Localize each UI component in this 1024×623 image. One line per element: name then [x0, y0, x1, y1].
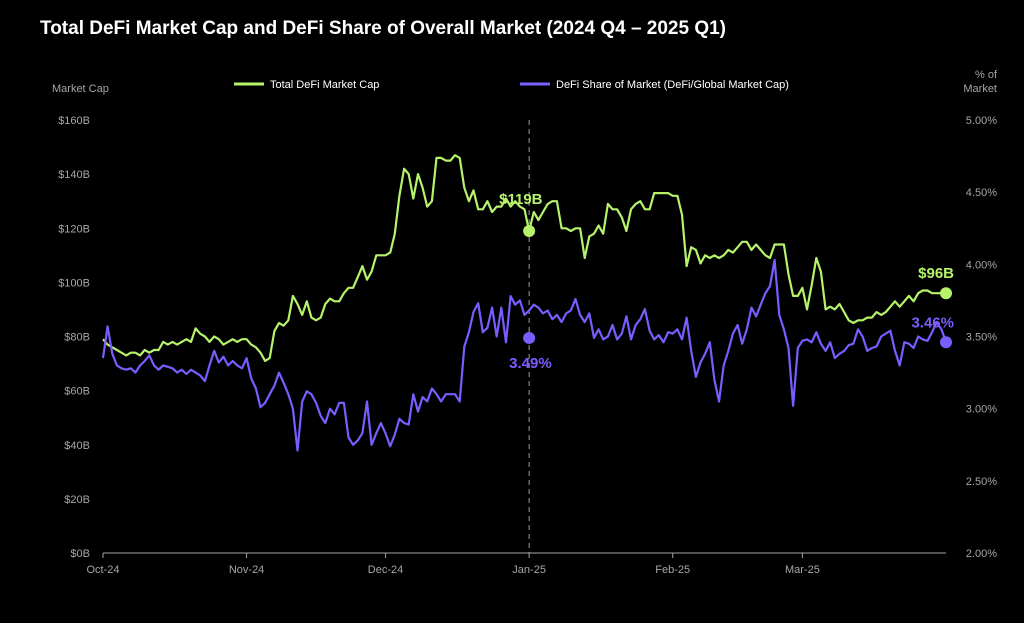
annotation-marker — [940, 287, 952, 300]
y-right-tick-label: 2.50% — [966, 476, 997, 488]
y-right-tick-label: 4.50% — [966, 187, 997, 199]
y-left-tick-label: $100B — [58, 277, 90, 289]
x-tick-label: Dec-24 — [368, 564, 403, 576]
y-left-axis: $0B $20B $40B $60B $80B $100B $120B $140B $160B — [58, 115, 90, 560]
x-tick-label: Nov-24 — [229, 564, 264, 576]
y-right-axis-title-line1: % of — [975, 69, 998, 81]
x-tick-label: Feb-25 — [655, 564, 690, 576]
y-left-tick-label: $160B — [58, 115, 90, 127]
annotation-label: 3.49% — [509, 355, 552, 372]
annotations-group: $119B 3.49% $96B 3.46% — [499, 191, 954, 372]
y-right-tick-label: 5.00% — [966, 115, 997, 127]
series-line-defi-share — [101, 258, 948, 452]
annotation-label: $119B — [499, 191, 543, 208]
y-left-tick-label: $60B — [64, 386, 90, 398]
x-tick-label: Oct-24 — [86, 564, 119, 576]
y-left-tick-label: $120B — [58, 223, 90, 235]
y-right-axis-title-line2: Market — [963, 83, 997, 95]
series-line-market-cap — [102, 154, 946, 362]
x-tick-label: Mar-25 — [785, 564, 820, 576]
y-left-tick-label: $0B — [70, 548, 90, 560]
legend-label-market-cap: Total DeFi Market Cap — [270, 79, 379, 91]
y-left-tick-label: $40B — [64, 440, 90, 452]
annotation-marker — [523, 224, 536, 237]
annotation-label: 3.46% — [911, 314, 954, 331]
chart-title: Total DeFi Market Cap and DeFi Share of … — [40, 18, 726, 39]
x-tick-label: Jan-25 — [512, 564, 546, 576]
y-left-axis-title: Market Cap — [52, 83, 109, 95]
series-group — [101, 154, 948, 452]
legend: Total DeFi Market Cap DeFi Share of Mark… — [234, 79, 789, 91]
y-left-tick-label: $80B — [64, 332, 90, 344]
y-right-axis: 2.00% 2.50% 3.00% 3.50% 4.00% 4.50% 5.00% — [966, 115, 997, 560]
y-right-tick-label: 4.00% — [966, 259, 997, 271]
y-right-tick-label: 3.00% — [966, 404, 997, 416]
annotation-label: $96B — [918, 265, 954, 282]
y-right-tick-label: 3.50% — [966, 332, 997, 344]
annotation-marker — [940, 336, 952, 349]
y-left-tick-label: $20B — [64, 494, 90, 506]
x-axis: Oct-24 Nov-24 Dec-24 Jan-25 Feb-25 Mar-25 — [86, 552, 946, 576]
legend-label-share: DeFi Share of Market (DeFi/Global Market… — [556, 79, 789, 91]
y-left-tick-label: $140B — [58, 169, 90, 181]
y-right-tick-label: 2.00% — [966, 548, 997, 560]
annotation-marker — [523, 331, 536, 344]
